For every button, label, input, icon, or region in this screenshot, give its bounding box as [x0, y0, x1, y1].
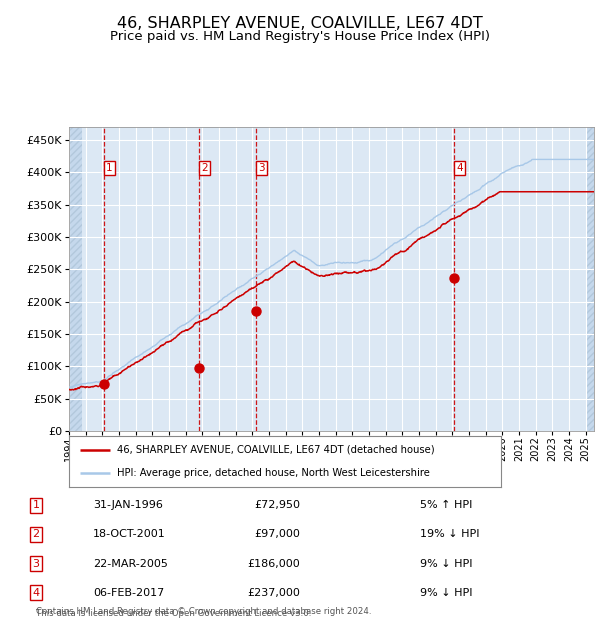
Text: 18-OCT-2001: 18-OCT-2001 [93, 529, 166, 539]
Text: 2: 2 [32, 529, 40, 539]
Text: 3: 3 [32, 559, 40, 569]
Text: 06-FEB-2017: 06-FEB-2017 [93, 588, 164, 598]
Text: 46, SHARPLEY AVENUE, COALVILLE, LE67 4DT: 46, SHARPLEY AVENUE, COALVILLE, LE67 4DT [117, 16, 483, 30]
Polygon shape [586, 127, 594, 431]
Text: Price paid vs. HM Land Registry's House Price Index (HPI): Price paid vs. HM Land Registry's House … [110, 30, 490, 43]
Text: 1: 1 [32, 500, 40, 510]
Text: 4: 4 [32, 588, 40, 598]
Text: 1: 1 [106, 163, 113, 173]
Text: £186,000: £186,000 [247, 559, 300, 569]
Text: Contains HM Land Registry data © Crown copyright and database right 2024.: Contains HM Land Registry data © Crown c… [36, 608, 371, 616]
Text: £72,950: £72,950 [254, 500, 300, 510]
Text: HPI: Average price, detached house, North West Leicestershire: HPI: Average price, detached house, Nort… [116, 468, 430, 478]
Text: 5% ↑ HPI: 5% ↑ HPI [420, 500, 472, 510]
Text: 3: 3 [259, 163, 265, 173]
Text: 9% ↓ HPI: 9% ↓ HPI [420, 588, 473, 598]
Text: £97,000: £97,000 [254, 529, 300, 539]
Polygon shape [69, 127, 82, 431]
Text: 2: 2 [202, 163, 208, 173]
Text: £237,000: £237,000 [247, 588, 300, 598]
Text: This data is licensed under the Open Government Licence v3.0.: This data is licensed under the Open Gov… [36, 608, 311, 618]
Text: 31-JAN-1996: 31-JAN-1996 [93, 500, 163, 510]
Text: 9% ↓ HPI: 9% ↓ HPI [420, 559, 473, 569]
Text: 19% ↓ HPI: 19% ↓ HPI [420, 529, 479, 539]
Text: 4: 4 [457, 163, 463, 173]
Text: 22-MAR-2005: 22-MAR-2005 [93, 559, 168, 569]
Text: 46, SHARPLEY AVENUE, COALVILLE, LE67 4DT (detached house): 46, SHARPLEY AVENUE, COALVILLE, LE67 4DT… [116, 445, 434, 454]
